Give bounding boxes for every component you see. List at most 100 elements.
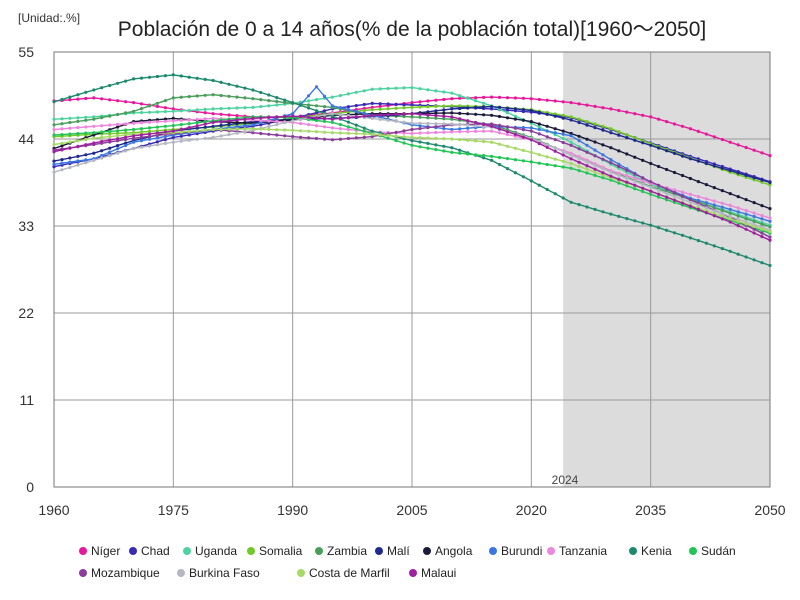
data-point (434, 98, 438, 102)
data-point (760, 231, 764, 235)
legend-item: Burkina Faso (177, 566, 260, 580)
data-point (609, 178, 613, 182)
data-point (545, 98, 549, 102)
data-point (712, 206, 716, 210)
data-point (474, 129, 478, 133)
data-point (458, 106, 462, 111)
data-point (744, 222, 748, 226)
data-point (354, 109, 358, 114)
data-point (314, 136, 319, 141)
data-point (529, 97, 533, 101)
data-point (108, 150, 112, 154)
data-point (617, 164, 621, 169)
data-point (338, 116, 342, 120)
data-point (649, 189, 653, 193)
data-point (585, 123, 589, 127)
data-point (497, 131, 502, 135)
data-point (593, 140, 597, 144)
data-point (116, 131, 120, 135)
data-point (52, 162, 56, 166)
data-point (426, 126, 430, 130)
data-point (235, 106, 239, 110)
data-point (275, 115, 279, 119)
data-point (76, 97, 80, 101)
data-point (410, 103, 414, 107)
data-point (601, 173, 605, 177)
data-point (672, 194, 677, 198)
data-point (426, 141, 430, 145)
data-point (124, 100, 128, 104)
data-point (322, 94, 327, 98)
data-point (561, 116, 565, 120)
data-point (545, 155, 549, 159)
data-point (108, 135, 112, 139)
data-point (744, 217, 748, 221)
data-point (641, 186, 645, 190)
data-point (680, 197, 685, 201)
data-point (768, 154, 772, 158)
data-point (402, 86, 406, 90)
data-point (68, 126, 72, 130)
data-point (187, 129, 191, 133)
data-point (696, 207, 701, 211)
legend-label: Malaui (421, 566, 456, 580)
legend-marker (689, 547, 697, 555)
data-point (426, 121, 430, 126)
data-point (712, 164, 716, 168)
data-point (402, 114, 406, 119)
data-point (474, 120, 478, 125)
data-point (410, 101, 414, 105)
data-point (537, 132, 541, 136)
data-point (426, 131, 430, 135)
data-point (736, 143, 740, 147)
data-point (124, 143, 128, 148)
data-point (553, 99, 557, 103)
data-point (291, 112, 295, 116)
data-point (513, 171, 518, 175)
data-point (163, 119, 167, 123)
data-point (625, 217, 629, 221)
data-point (641, 113, 645, 117)
data-point (322, 105, 327, 109)
data-point (553, 157, 557, 161)
data-point (92, 131, 96, 135)
data-point (577, 160, 581, 164)
data-point (211, 78, 215, 83)
data-point (760, 180, 764, 184)
data-point (147, 104, 152, 108)
data-point (299, 103, 303, 107)
data-point (458, 104, 462, 108)
data-point (147, 75, 152, 79)
data-point (434, 125, 438, 129)
data-point (585, 160, 589, 164)
data-point (490, 113, 494, 117)
data-point (155, 120, 159, 124)
data-point (203, 107, 207, 111)
data-point (442, 130, 446, 134)
data-point (736, 224, 740, 228)
data-point (52, 150, 56, 154)
data-point (283, 98, 287, 102)
data-point (195, 129, 199, 133)
legend-marker (375, 547, 383, 555)
data-point (505, 144, 510, 148)
data-point (641, 141, 645, 145)
data-point (490, 107, 494, 111)
data-point (235, 114, 239, 118)
data-point (760, 217, 764, 221)
data-point (585, 171, 589, 175)
data-point (497, 155, 502, 160)
legend-marker (315, 547, 323, 555)
data-point (354, 123, 358, 127)
data-point (585, 164, 589, 168)
data-point (458, 151, 462, 155)
data-point (736, 217, 740, 221)
data-point (235, 118, 239, 122)
data-point (728, 211, 732, 215)
data-point (418, 100, 422, 104)
data-point (330, 126, 334, 130)
data-point (92, 141, 96, 145)
data-point (330, 112, 334, 116)
data-point (426, 136, 430, 140)
data-point (132, 101, 136, 105)
